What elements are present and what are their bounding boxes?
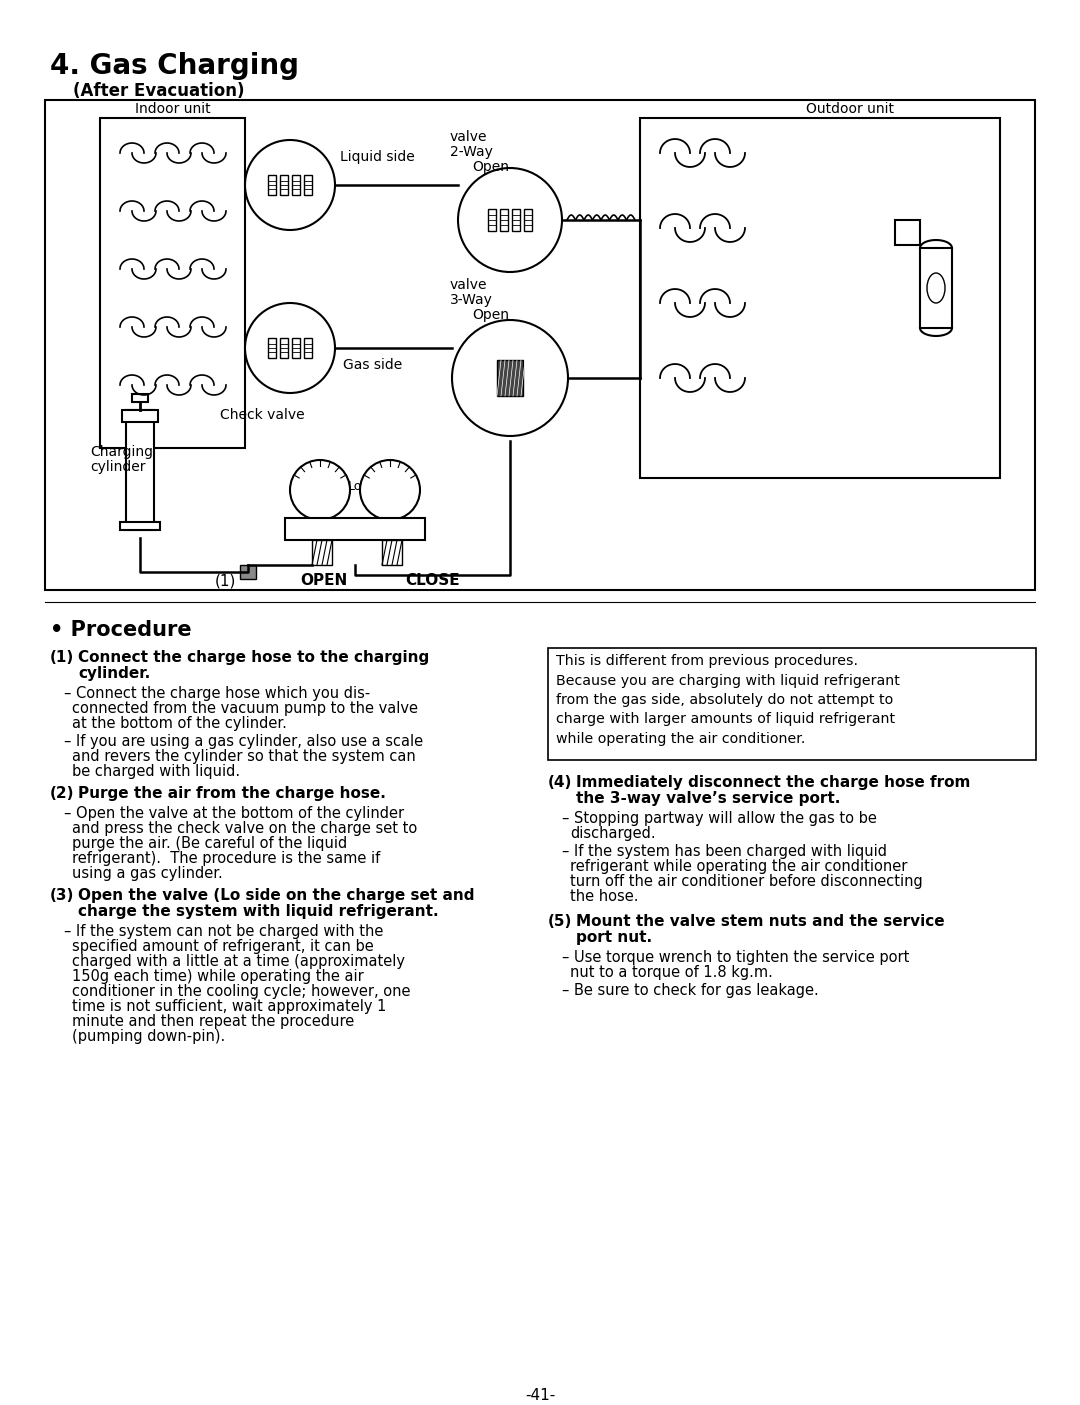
Text: refrigerant while operating the air conditioner: refrigerant while operating the air cond… [570,858,907,874]
Text: – Open the valve at the bottom of the cylinder: – Open the valve at the bottom of the cy… [64,806,404,821]
Text: Open: Open [472,160,509,174]
Text: (After Evacuation): (After Evacuation) [50,81,244,100]
Text: specified amount of refrigerant, it can be: specified amount of refrigerant, it can … [72,939,374,954]
Text: charged with a little at a time (approximately: charged with a little at a time (approxi… [72,954,405,969]
Text: Outdoor unit: Outdoor unit [806,103,894,117]
Text: valve: valve [450,278,487,292]
Bar [268,176,276,195]
Text: Open: Open [472,308,509,322]
Circle shape [360,459,420,520]
Text: Immediately disconnect the charge hose from: Immediately disconnect the charge hose f… [576,776,970,790]
Text: • Procedure: • Procedure [50,620,191,641]
Text: Mount the valve stem nuts and the service: Mount the valve stem nuts and the servic… [576,915,945,929]
Bar [640,118,1000,478]
Text: and press the check valve on the charge set to: and press the check valve on the charge … [72,821,417,836]
Text: refrigerant).  The procedure is the same if: refrigerant). The procedure is the same … [72,851,380,865]
Bar [512,209,519,230]
Text: (1): (1) [215,573,237,589]
Text: 3-Way: 3-Way [450,294,492,308]
Text: Gas side: Gas side [343,358,402,372]
Bar [312,540,332,565]
Circle shape [453,320,568,436]
Circle shape [245,303,335,393]
Text: connected from the vacuum pump to the valve: connected from the vacuum pump to the va… [72,701,418,717]
Text: (5): (5) [548,915,572,929]
Text: Lo: Lo [348,479,362,493]
Text: purge the air. (Be careful of the liquid: purge the air. (Be careful of the liquid [72,836,348,851]
Text: Liquid side: Liquid side [340,150,415,164]
Bar [132,393,148,402]
Text: – Stopping partway will allow the gas to be: – Stopping partway will allow the gas to… [562,811,877,826]
Bar [268,339,276,358]
Text: and revers the cylinder so that the system can: and revers the cylinder so that the syst… [72,749,416,764]
Bar [292,339,300,358]
Text: Check valve: Check valve [220,407,305,422]
Bar [280,339,288,358]
Bar [548,648,1036,760]
Bar [240,565,256,579]
Bar [45,100,1035,590]
Text: Open the valve (Lo side on the charge set and: Open the valve (Lo side on the charge se… [78,888,474,903]
Text: time is not sufficient, wait approximately 1: time is not sufficient, wait approximate… [72,999,387,1014]
Bar [126,410,154,530]
Text: (4): (4) [548,776,572,790]
Text: CLOSE: CLOSE [405,573,460,589]
Text: (2): (2) [50,785,75,801]
Bar [524,209,532,230]
Text: (pumping down-pin).: (pumping down-pin). [72,1028,226,1044]
Text: (1): (1) [50,651,75,665]
Text: charge the system with liquid refrigerant.: charge the system with liquid refrigeran… [78,903,438,919]
Bar [500,209,508,230]
Circle shape [245,140,335,230]
Text: – Be sure to check for gas leakage.: – Be sure to check for gas leakage. [562,983,819,998]
Circle shape [458,169,562,273]
Bar [285,518,426,540]
Text: nut to a torque of 1.8 kg.m.: nut to a torque of 1.8 kg.m. [570,965,773,981]
Text: – Use torque wrench to tighten the service port: – Use torque wrench to tighten the servi… [562,950,909,965]
Bar [280,176,288,195]
Bar [920,249,951,327]
Text: port nut.: port nut. [576,930,652,946]
Text: This is different from previous procedures.
Because you are charging with liquid: This is different from previous procedur… [556,653,900,746]
Text: (3): (3) [50,888,75,903]
Text: the hose.: the hose. [570,889,638,903]
Bar [303,176,312,195]
Text: 150g each time) while operating the air: 150g each time) while operating the air [72,969,364,984]
Text: valve: valve [450,131,487,143]
Text: – Connect the charge hose which you dis-: – Connect the charge hose which you dis- [64,686,370,701]
Text: minute and then repeat the procedure: minute and then repeat the procedure [72,1014,354,1028]
Bar [120,523,160,530]
Text: turn off the air conditioner before disconnecting: turn off the air conditioner before disc… [570,874,922,889]
Text: 2-Way: 2-Way [450,145,492,159]
Text: – If the system has been charged with liquid: – If the system has been charged with li… [562,844,887,858]
Text: -41-: -41- [525,1388,555,1404]
Text: Purge the air from the charge hose.: Purge the air from the charge hose. [78,785,386,801]
Circle shape [291,459,350,520]
Ellipse shape [927,273,945,303]
Text: – If the system can not be charged with the: – If the system can not be charged with … [64,924,383,939]
Text: OPEN: OPEN [300,573,348,589]
Text: discharged.: discharged. [570,826,656,842]
Text: the 3-way valve’s service port.: the 3-way valve’s service port. [576,791,840,806]
Text: at the bottom of the cylinder.: at the bottom of the cylinder. [72,717,287,731]
Text: using a gas cylinder.: using a gas cylinder. [72,865,222,881]
Text: 4. Gas Charging: 4. Gas Charging [50,52,299,80]
Text: Indoor unit: Indoor unit [135,103,211,117]
Bar [122,410,158,422]
Bar [497,360,523,396]
Text: Charging: Charging [90,445,153,459]
Bar [382,540,402,565]
Text: Connect the charge hose to the charging: Connect the charge hose to the charging [78,651,429,665]
Text: – If you are using a gas cylinder, also use a scale: – If you are using a gas cylinder, also … [64,733,423,749]
Text: cylinder: cylinder [90,459,146,473]
Bar [895,221,920,244]
Bar [303,339,312,358]
Bar [488,209,496,230]
Text: conditioner in the cooling cycle; however, one: conditioner in the cooling cycle; howeve… [72,983,410,999]
Text: be charged with liquid.: be charged with liquid. [72,764,240,778]
Bar [100,118,245,448]
Bar [292,176,300,195]
Text: cylinder.: cylinder. [78,666,150,681]
